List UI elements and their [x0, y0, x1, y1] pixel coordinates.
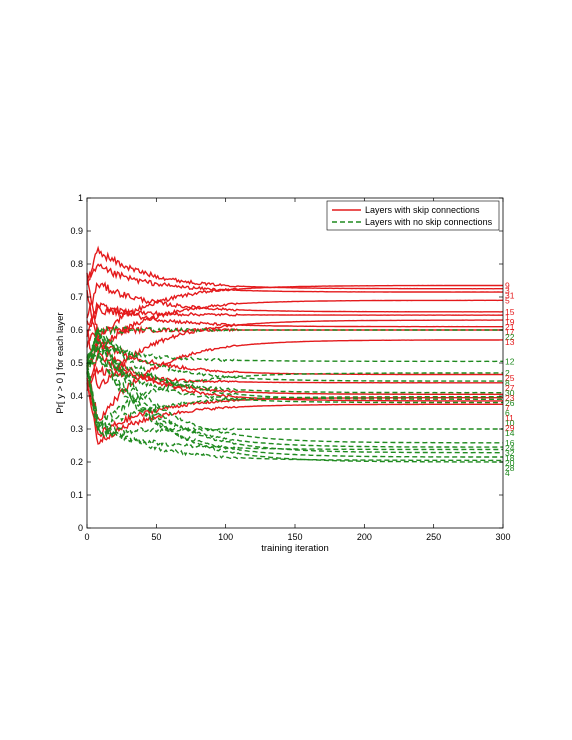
x-tick-label: 250	[426, 532, 441, 542]
series-line-19	[86, 319, 503, 390]
series-line-7	[86, 377, 504, 438]
series-end-label: 4	[505, 468, 510, 478]
y-tick-label: 0.1	[70, 490, 83, 500]
x-tick-label: 150	[287, 532, 302, 542]
series-line-12	[86, 341, 503, 363]
series-line-15	[86, 281, 503, 319]
series-end-label: 26	[505, 398, 515, 408]
series-line-2	[86, 365, 503, 425]
series-line-6	[86, 326, 503, 401]
series-end-label: 2	[505, 368, 510, 378]
series-line-4	[86, 339, 504, 463]
y-tick-label: 0.2	[70, 457, 83, 467]
series-line-13	[86, 339, 503, 421]
series-end-label: 11	[505, 413, 514, 423]
series-line-14	[86, 374, 503, 438]
y-tick-label: 0	[78, 523, 83, 533]
series-line-32	[86, 368, 504, 451]
series-end-label: 16	[505, 438, 515, 448]
series-end-label: 7	[505, 403, 510, 413]
series-line-5	[86, 290, 503, 353]
series-end-label: 29	[505, 423, 515, 433]
series-end-label: 12	[505, 356, 515, 366]
series-end-label: 6	[505, 408, 510, 418]
y-tick-label: 0.9	[70, 226, 83, 236]
series-end-label: 18	[505, 453, 515, 463]
y-tick-label: 0.5	[70, 358, 83, 368]
series-line-24	[86, 351, 503, 448]
series-line-25	[86, 337, 503, 376]
x-tick-label: 50	[151, 532, 161, 542]
series-line-28	[86, 362, 503, 462]
y-axis-label: Pr[ y > 0 ] for each layer	[55, 312, 66, 413]
series-end-label: 5	[505, 295, 510, 305]
series-line-29	[86, 382, 503, 445]
series-line-20	[86, 347, 503, 458]
series-end-label: 28	[505, 463, 515, 473]
series-end-label: 17	[505, 327, 515, 337]
y-tick-label: 0.4	[70, 391, 83, 401]
series-end-label: 27	[505, 383, 515, 393]
y-tick-label: 0.6	[70, 325, 83, 335]
series-end-label: 19	[505, 317, 515, 327]
series-end-label: 10	[505, 418, 515, 428]
series-end-label: 25	[505, 373, 515, 383]
series-line-10	[86, 353, 503, 404]
y-tick-label: 0.3	[70, 424, 83, 434]
x-tick-label: 200	[357, 532, 372, 542]
series-line-31	[86, 263, 504, 293]
series-end-label: 9	[505, 280, 510, 290]
x-axis-label: training iteration	[261, 543, 329, 554]
series-line-1	[86, 303, 504, 326]
y-tick-label: 1	[78, 193, 83, 203]
x-tick-label: 300	[495, 532, 510, 542]
x-tick-label: 0	[84, 532, 89, 542]
legend: Layers with skip connections Layers with…	[326, 200, 500, 231]
series-lines	[86, 245, 504, 463]
series-end-label: 24	[505, 443, 515, 453]
series-end-label: 22	[505, 332, 515, 342]
series-line-18	[86, 329, 503, 454]
series-end-label: 32	[505, 448, 515, 458]
y-tick-label: 0.8	[70, 259, 83, 269]
series-end-label: 14	[505, 428, 515, 438]
series-end-label: 15	[505, 307, 515, 317]
series-end-label: 21	[505, 322, 515, 332]
series-line-16	[86, 329, 503, 444]
series-end-label: 23	[505, 393, 515, 403]
series-end-label: 3	[505, 285, 510, 295]
series-line-8	[86, 328, 503, 382]
x-tick-label: 100	[218, 532, 233, 542]
series-line-3	[86, 245, 503, 290]
legend-label-no-skip: Layers with no skip connections	[365, 217, 493, 227]
series-line-21	[86, 301, 503, 338]
series-line-22	[86, 325, 503, 367]
legend-box	[326, 200, 500, 231]
series-end-label: 20	[505, 458, 515, 468]
series-line-11	[86, 336, 504, 402]
axis-ticks: 0 50 100 150 200 250 300 0 0.1 0.2 0.3 0.4 0.5 0.6 0.7…	[70, 193, 510, 542]
series-end-label: 8	[505, 378, 510, 388]
series-line-26	[86, 372, 503, 432]
series-end-label: 13	[505, 337, 515, 347]
series-end-label: 30	[505, 388, 515, 398]
legend-label-skip: Layers with skip connections	[365, 205, 480, 215]
series-end-label: 31	[505, 290, 515, 300]
y-tick-label: 0.7	[70, 292, 83, 302]
series-end-label: 1	[505, 312, 510, 322]
